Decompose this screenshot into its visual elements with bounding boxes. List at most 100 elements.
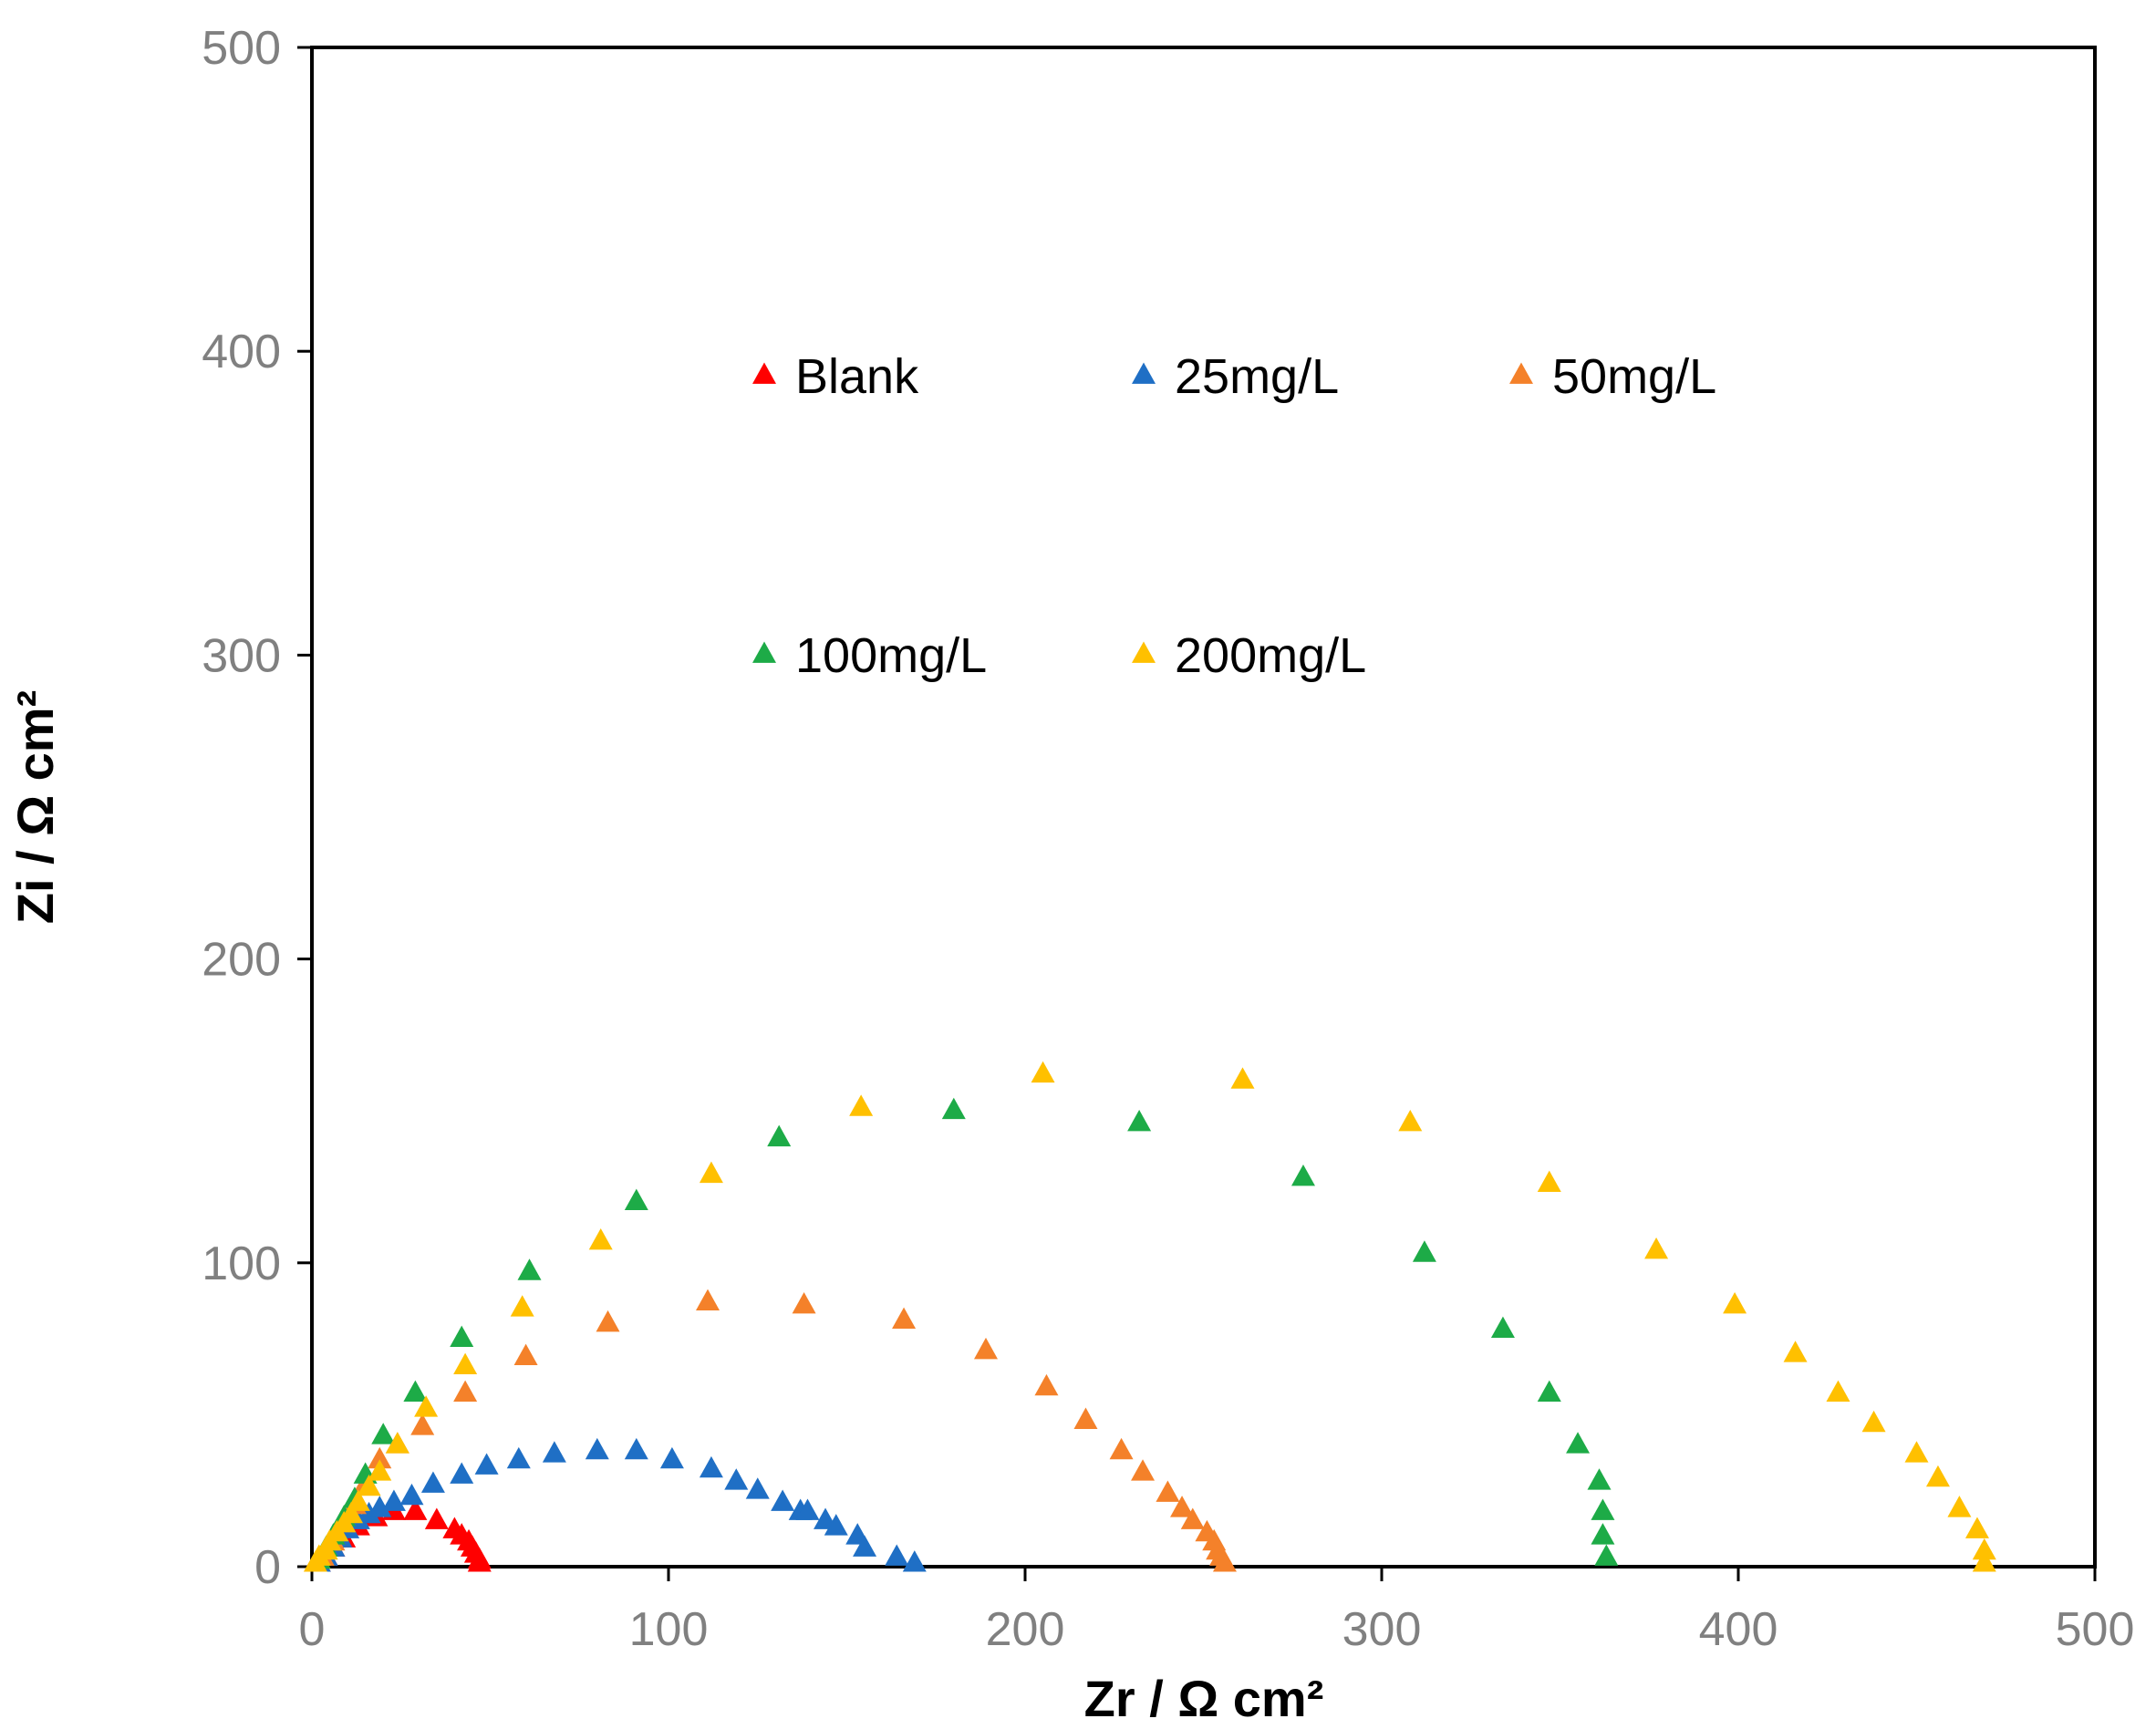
data-point <box>588 1227 613 1250</box>
data-point <box>357 1474 381 1496</box>
data-point <box>513 1343 538 1365</box>
data-point <box>1537 1380 1561 1402</box>
legend-marker <box>1132 362 1156 384</box>
data-point <box>517 1258 542 1280</box>
data-point <box>1031 1061 1055 1083</box>
data-point <box>346 1489 370 1511</box>
data-point <box>1826 1380 1850 1402</box>
data-point <box>450 1462 474 1484</box>
data-point <box>1212 1550 1237 1572</box>
y-tick-label: 500 <box>202 22 281 75</box>
data-point <box>853 1535 877 1557</box>
legend-marker <box>1509 362 1533 384</box>
data-point <box>385 1432 409 1454</box>
data-point <box>1925 1465 1950 1487</box>
data-point <box>403 1498 428 1520</box>
data-point <box>1290 1164 1315 1186</box>
data-point <box>624 1437 648 1460</box>
data-point <box>1723 1291 1747 1314</box>
data-point <box>771 1489 795 1511</box>
data-point <box>1170 1496 1195 1517</box>
legend-marker <box>1132 641 1156 663</box>
data-point <box>1861 1410 1886 1433</box>
data-point <box>624 1188 648 1211</box>
data-point <box>542 1441 566 1463</box>
data-point <box>1230 1067 1255 1089</box>
data-point <box>368 1459 392 1481</box>
data-point <box>1109 1437 1134 1460</box>
data-point <box>381 1489 406 1511</box>
data-point <box>1180 1507 1205 1529</box>
legend-label: 100mg/L <box>795 628 987 683</box>
data-point <box>596 1310 620 1332</box>
data-points <box>303 1061 1996 1572</box>
data-point <box>467 1550 492 1572</box>
data-point <box>424 1507 449 1529</box>
data-point <box>659 1446 684 1469</box>
data-point <box>368 1446 392 1469</box>
data-point <box>1127 1110 1152 1132</box>
y-tick-label: 300 <box>202 629 281 682</box>
data-point <box>849 1094 874 1116</box>
legend-item: 25mg/L <box>1132 349 1339 404</box>
series-25mg-l <box>306 1437 927 1572</box>
data-point <box>368 1496 392 1517</box>
y-axis-ticks: 0 100 200 300 400 500 <box>202 22 312 1594</box>
legend-item: Blank <box>752 349 919 404</box>
legend: Blank 25mg/L 50mg/L 100mg/L 200mg/L <box>752 349 1716 683</box>
data-point <box>403 1380 428 1402</box>
x-tick-label: 0 <box>299 1603 326 1656</box>
data-point <box>745 1477 770 1499</box>
data-point <box>453 1352 478 1374</box>
data-point <box>1587 1468 1612 1490</box>
data-point <box>941 1097 966 1120</box>
legend-item: 100mg/L <box>752 628 987 683</box>
data-point <box>371 1423 396 1444</box>
x-tick-label: 200 <box>986 1603 1065 1656</box>
x-tick-label: 400 <box>1699 1603 1778 1656</box>
data-point <box>824 1514 848 1536</box>
data-point <box>399 1483 424 1506</box>
y-tick-label: 100 <box>202 1237 281 1290</box>
data-point <box>1131 1459 1156 1481</box>
legend-marker <box>752 641 776 663</box>
data-point <box>585 1437 609 1460</box>
legend-marker <box>752 362 776 384</box>
y-tick-label: 0 <box>254 1541 281 1594</box>
data-point <box>357 1501 381 1524</box>
data-point <box>453 1380 478 1402</box>
series-100mg-l <box>306 1097 1619 1569</box>
data-point <box>724 1468 749 1490</box>
data-point <box>1972 1550 1996 1572</box>
data-point <box>792 1291 816 1314</box>
data-point <box>1972 1537 1996 1560</box>
y-axis-title: Zi / Ω cm² <box>6 690 64 924</box>
x-tick-label: 100 <box>629 1603 709 1656</box>
data-point <box>696 1289 720 1311</box>
data-point <box>1566 1432 1591 1454</box>
data-point <box>1783 1341 1808 1362</box>
y-tick-label: 400 <box>202 326 281 378</box>
x-tick-label: 500 <box>2056 1603 2135 1656</box>
x-axis-title: Zr / Ω cm² <box>1084 1670 1324 1727</box>
data-point <box>1537 1170 1561 1193</box>
data-point <box>1591 1498 1615 1520</box>
legend-label: 25mg/L <box>1175 349 1339 404</box>
data-point <box>1398 1110 1423 1132</box>
data-point <box>699 1455 723 1478</box>
data-point <box>1594 1544 1619 1566</box>
data-point <box>1412 1240 1436 1262</box>
data-point <box>410 1413 435 1435</box>
legend-item: 200mg/L <box>1132 628 1366 683</box>
data-point <box>339 1501 364 1524</box>
data-point <box>1156 1480 1180 1502</box>
data-point <box>414 1395 439 1417</box>
data-point <box>450 1325 474 1347</box>
plot-frame <box>310 46 2097 1569</box>
data-point <box>1073 1407 1098 1429</box>
legend-label: 200mg/L <box>1175 628 1366 683</box>
data-point <box>1964 1517 1989 1538</box>
data-point <box>892 1307 917 1329</box>
data-point <box>1490 1316 1515 1338</box>
